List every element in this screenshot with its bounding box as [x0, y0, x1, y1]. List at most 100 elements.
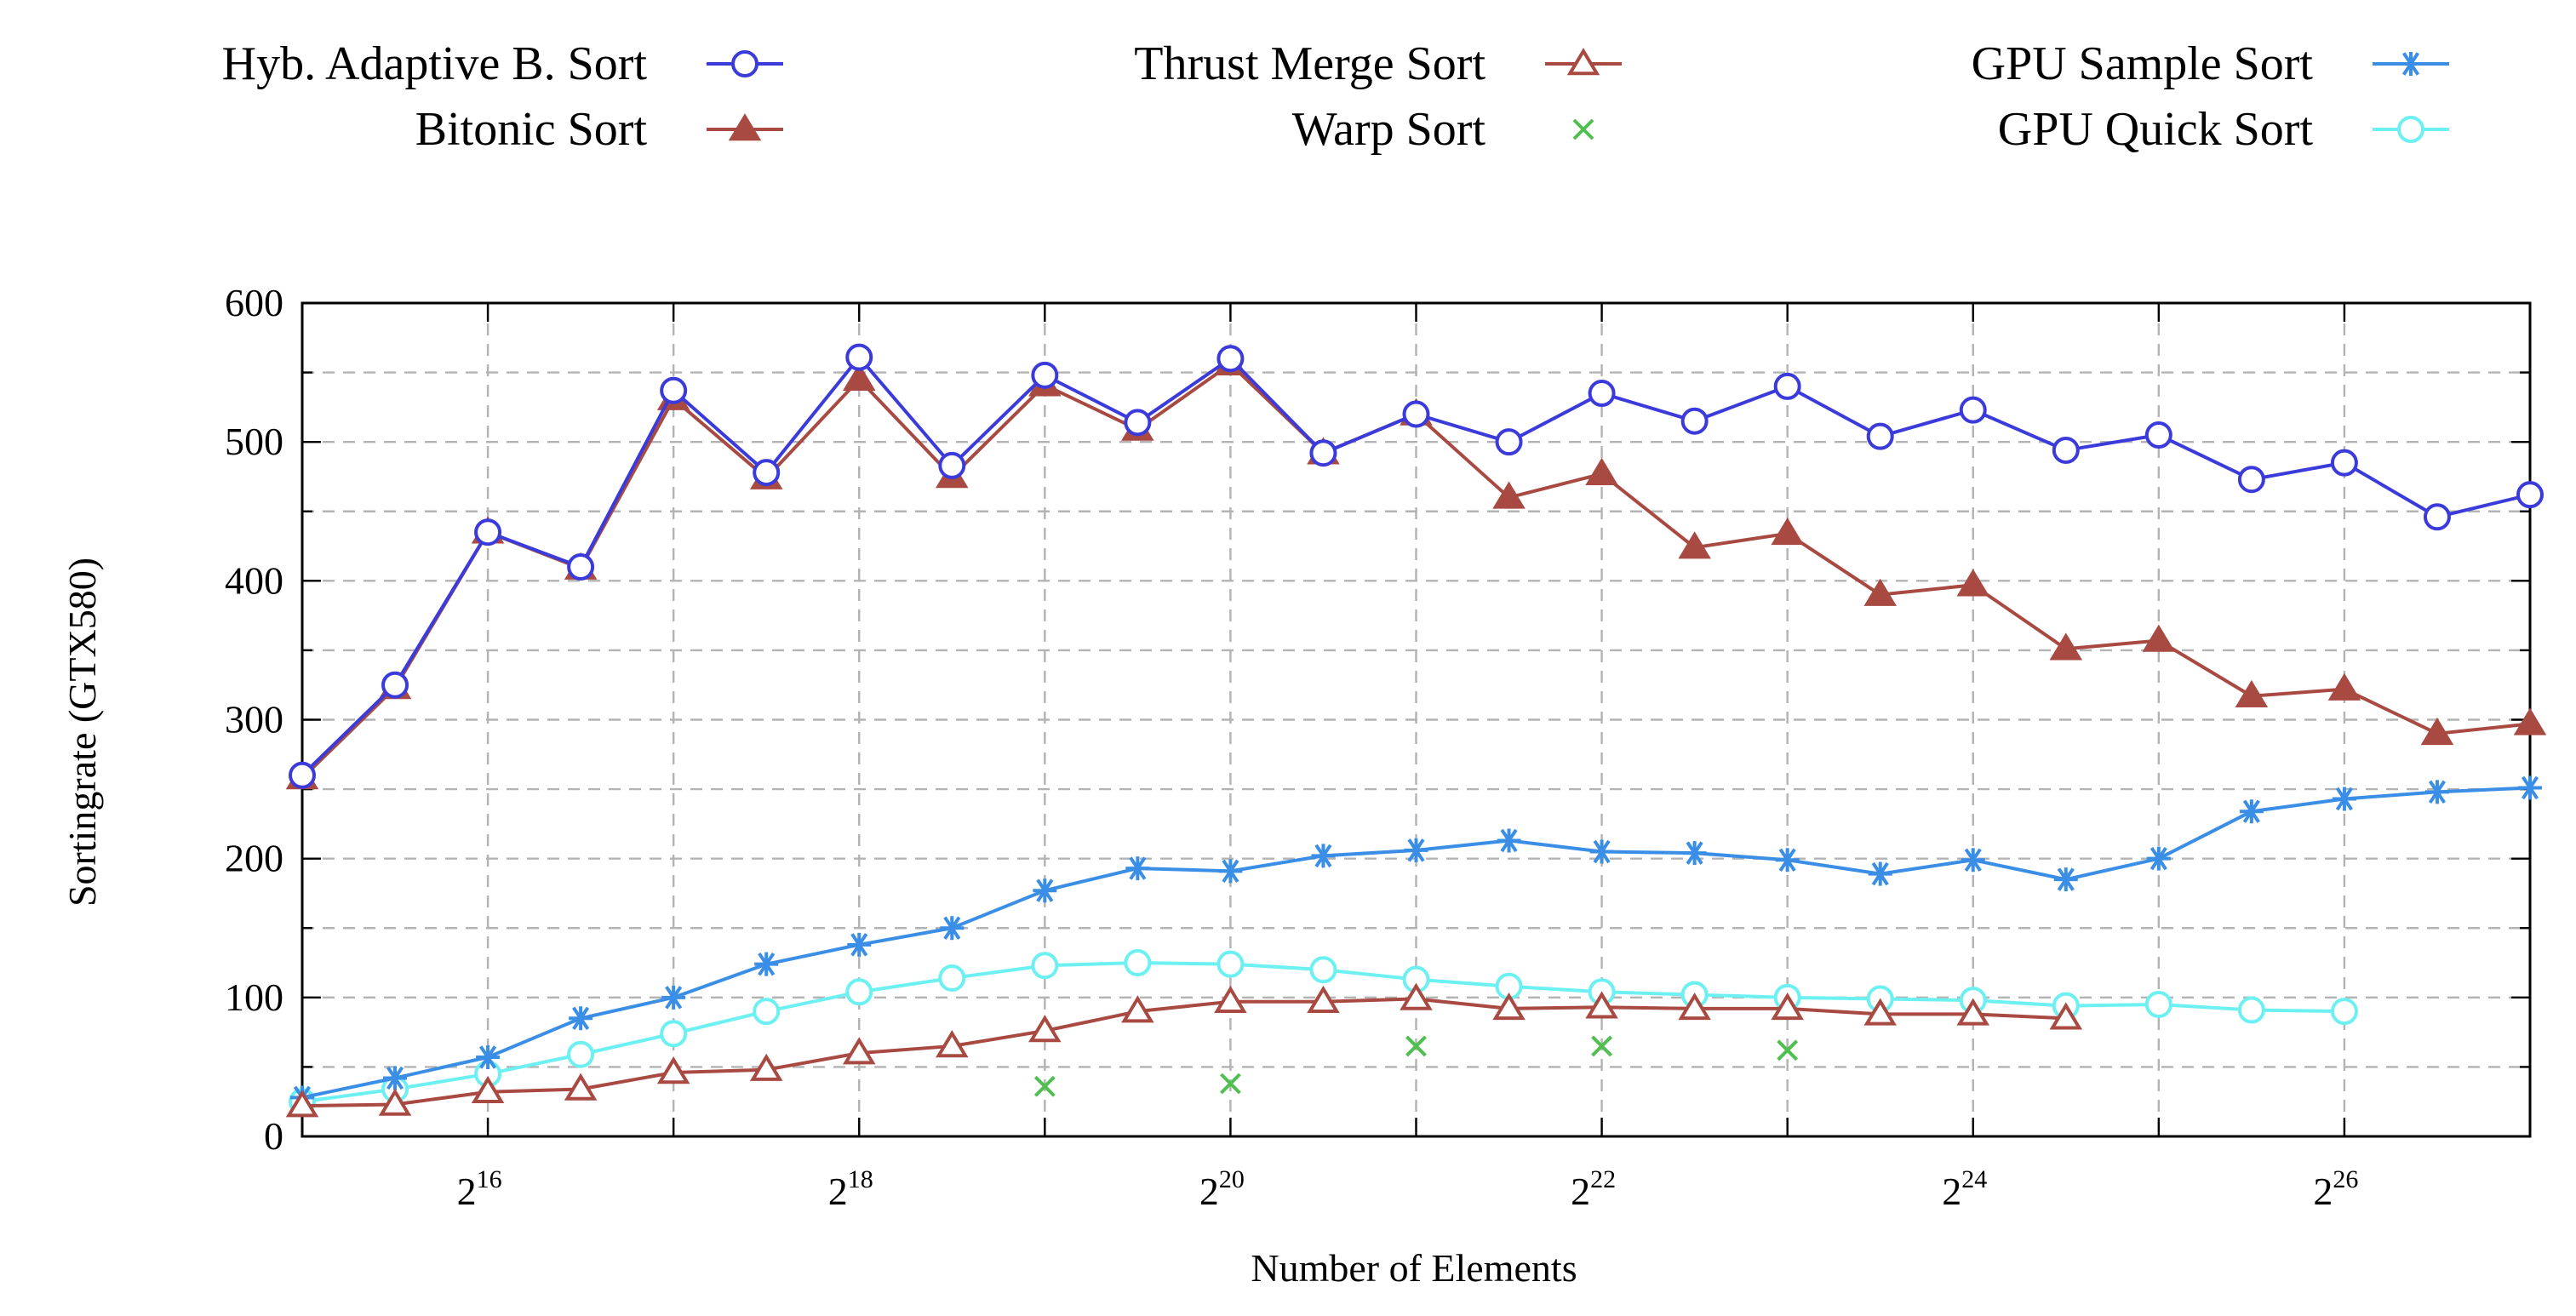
- x-tick-label: 224: [1942, 1165, 1987, 1213]
- data-point: [471, 1075, 505, 1104]
- data-point: [1031, 361, 1059, 389]
- data-point: [1405, 1035, 1427, 1057]
- legend-label: Thrust Merge Sort: [1134, 37, 1485, 90]
- data-point: [1682, 841, 1707, 866]
- legend-label: Warp Sort: [1292, 103, 1486, 156]
- data-point: [1124, 949, 1152, 977]
- data-point: [660, 1020, 688, 1048]
- series-layer: [285, 343, 2547, 1118]
- data-point: [2423, 503, 2451, 531]
- data-point: [1863, 998, 1897, 1026]
- data-point: [476, 1044, 501, 1069]
- data-point: [2239, 799, 2264, 824]
- data-point: [1589, 839, 1614, 864]
- y-tick-label: 300: [225, 698, 283, 741]
- data-point: [1588, 380, 1616, 408]
- data-point: [1591, 1035, 1612, 1057]
- data-point: [474, 518, 502, 546]
- data-point: [2142, 624, 2176, 652]
- data-point: [2332, 787, 2356, 811]
- data-point: [1771, 517, 1804, 546]
- legend-item-gpu-sample-sort: GPU Sample Sort: [1972, 37, 2449, 90]
- data-point: [1497, 828, 1521, 853]
- data-point: [1585, 991, 1618, 1019]
- data-point: [2049, 1002, 2083, 1030]
- data-point: [1311, 844, 1336, 868]
- data-point: [1402, 400, 1430, 428]
- data-point: [938, 964, 966, 992]
- data-point: [2146, 846, 2171, 871]
- legend-label: GPU Sample Sort: [1972, 37, 2314, 90]
- data-point: [2424, 780, 2449, 804]
- data-point: [1033, 1075, 1056, 1097]
- data-point: [1492, 992, 1526, 1021]
- series-gpu-quick-sort: [289, 949, 2358, 1116]
- data-point: [936, 1030, 969, 1058]
- data-point: [845, 343, 873, 371]
- data-point: [2513, 707, 2547, 735]
- data-point: [661, 985, 686, 1010]
- data-point: [2235, 679, 2269, 708]
- data-point: [564, 1073, 598, 1101]
- data-point: [1771, 992, 1804, 1021]
- legend-label: Hyb. Adaptive B. Sort: [222, 37, 648, 90]
- data-point: [381, 671, 409, 699]
- data-point: [567, 553, 595, 581]
- data-point: [1777, 1039, 1799, 1061]
- legend-item-bitonic-sort: Bitonic Sort: [415, 103, 783, 156]
- x-axis-title: Number of Elements: [1251, 1246, 1577, 1290]
- x-tick-label: 222: [1571, 1165, 1616, 1213]
- y-axis-title: Sortingrate (GTX580): [60, 558, 104, 907]
- y-tick-label: 600: [225, 281, 283, 324]
- series-hyb-adaptive-b-sort: [289, 343, 2544, 789]
- data-point: [2049, 632, 2083, 661]
- plot-axes: 0 100 200 300 400 500 600 216 218 220 222 224 226: [225, 281, 2532, 1213]
- data-point: [1680, 407, 1709, 435]
- data-point: [1033, 878, 1057, 903]
- data-point: [1956, 569, 1990, 597]
- data-point: [1125, 856, 1150, 881]
- data-point: [1214, 985, 1247, 1013]
- data-point: [289, 761, 316, 789]
- x-tick-label: 218: [828, 1165, 873, 1213]
- series-gpu-sample-sort: [290, 775, 2542, 1110]
- data-point: [569, 1006, 593, 1031]
- grid-lines: [302, 303, 2530, 1136]
- data-point: [1492, 481, 1526, 509]
- legend-item-thrust-merge-sort: Thrust Merge Sort: [1134, 37, 1622, 90]
- legend-item-warp-sort: Warp Sort: [1292, 103, 1594, 156]
- data-point: [2053, 867, 2078, 892]
- data-point: [754, 952, 779, 976]
- series-line: [301, 997, 2066, 1108]
- data-point: [938, 451, 966, 479]
- data-point: [842, 363, 876, 391]
- data-point: [842, 1037, 876, 1065]
- y-tick-label: 200: [225, 837, 283, 880]
- series-line: [301, 961, 2344, 1104]
- data-point: [1495, 428, 1523, 456]
- data-point: [2327, 672, 2361, 701]
- data-point: [1585, 457, 1618, 485]
- data-point: [1678, 992, 1711, 1021]
- legend-item-gpu-quick-sort: GPU Quick Sort: [1998, 103, 2449, 156]
- data-point: [285, 1090, 319, 1118]
- x-tick-label: 226: [2313, 1165, 2358, 1213]
- data-point: [1868, 861, 1892, 886]
- data-point: [567, 1040, 595, 1068]
- data-point: [940, 916, 965, 941]
- series-thrust-merge-sort: [285, 982, 2083, 1118]
- legend-label: Bitonic Sort: [415, 103, 648, 156]
- data-point: [1220, 1073, 1241, 1095]
- legend-item-hyb-adaptive-b-sort: Hyb. Adaptive B. Sort: [222, 37, 783, 90]
- data-point: [1121, 995, 1154, 1023]
- data-point: [2144, 421, 2172, 449]
- data-point: [1216, 345, 1245, 373]
- legend-marker: [731, 50, 758, 77]
- data-point: [1866, 422, 1894, 450]
- data-point: [1400, 982, 1433, 1010]
- data-point: [1404, 838, 1428, 862]
- data-point: [1956, 998, 1990, 1026]
- data-point: [660, 376, 688, 404]
- data-point: [1028, 1015, 1062, 1043]
